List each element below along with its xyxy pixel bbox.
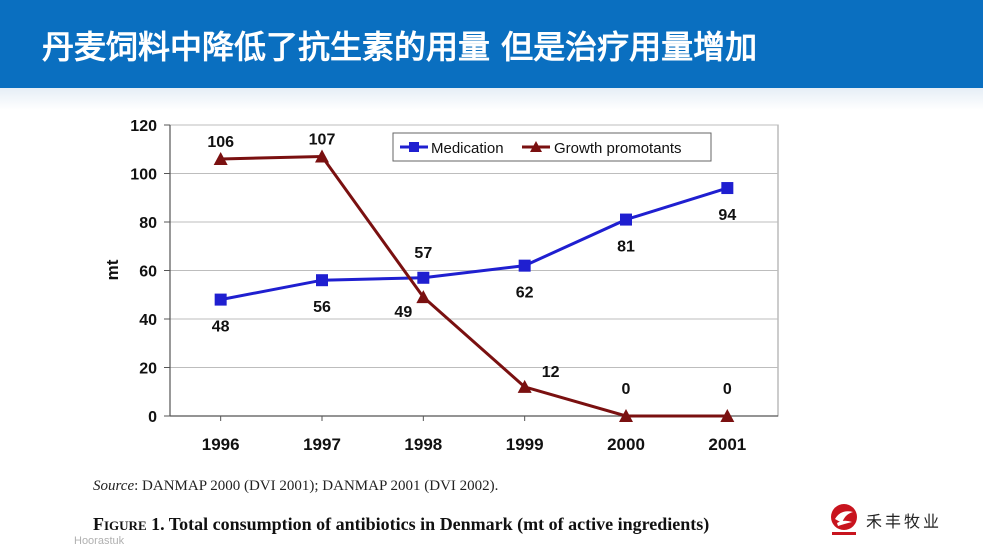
source-note: Source: DANMAP 2000 (DVI 2001); DANMAP 2… — [93, 478, 498, 495]
y-tick-label: 60 — [139, 264, 157, 281]
figure-label: Figure 1. — [93, 514, 165, 534]
data-point-marker — [720, 409, 735, 422]
x-tick-label: 1996 — [202, 435, 240, 454]
data-label: 0 — [622, 381, 631, 398]
logo-text: 禾丰牧业 — [866, 512, 943, 531]
data-point-marker — [619, 409, 633, 422]
header-shadow — [0, 88, 983, 110]
x-tick-label: 2000 — [607, 435, 645, 454]
data-point-marker — [620, 213, 632, 226]
series-line-1 — [220, 155, 728, 418]
x-tick-label: 2001 — [708, 435, 746, 454]
y-tick-label: 100 — [130, 167, 157, 184]
data-label: 0 — [723, 381, 732, 398]
watermark-text: Hoorastuk — [74, 535, 125, 547]
data-point-marker — [315, 149, 329, 163]
source-text: : DANMAP 2000 (DVI 2001); DANMAP 2001 (D… — [134, 478, 499, 494]
data-label: 12 — [542, 364, 560, 381]
y-tick-label: 0 — [148, 409, 157, 426]
legend-entry-label: Medication — [431, 140, 504, 157]
company-logo-icon — [831, 504, 857, 535]
y-tick-label: 80 — [139, 215, 157, 232]
slide-title: 丹麦饲料中降低了抗生素的用量 但是治疗用量增加 — [42, 28, 758, 66]
data-point-marker — [518, 259, 531, 272]
slide-header: 丹麦饲料中降低了抗生素的用量 但是治疗用量增加 — [0, 0, 983, 88]
data-point-marker — [517, 379, 532, 393]
legend-swatch-marker — [530, 141, 542, 152]
x-tick-label: 1998 — [404, 435, 442, 454]
data-label: 106 — [207, 134, 234, 151]
data-label: 81 — [617, 239, 635, 256]
legend-swatch-marker — [409, 142, 419, 152]
data-label: 56 — [313, 299, 331, 316]
data-point-marker — [316, 274, 328, 287]
data-label: 48 — [212, 319, 230, 336]
figure-caption-text: Total consumption of antibiotics in Denm… — [164, 514, 710, 534]
data-label: 57 — [414, 245, 432, 262]
legend: Medication Growth promotants — [392, 132, 712, 162]
y-tick-label: 40 — [139, 312, 157, 329]
figure-caption: Figure 1. Total consumption of antibioti… — [93, 514, 709, 535]
y-tick-label: 120 — [130, 118, 157, 135]
source-label: Source — [93, 478, 135, 494]
data-point-marker — [416, 290, 431, 304]
data-point-marker — [213, 151, 228, 165]
series-line-0 — [220, 186, 728, 302]
data-point-marker — [214, 293, 227, 306]
data-point-marker — [417, 271, 430, 284]
legend-box — [392, 132, 712, 162]
y-tick-label: 20 — [139, 361, 157, 378]
x-tick-label: 1999 — [506, 435, 544, 454]
data-label: 107 — [309, 132, 336, 149]
legend-entry-label: Growth promotants — [554, 140, 682, 157]
data-label: 62 — [516, 285, 534, 302]
data-label: 94 — [718, 207, 736, 224]
data-label: 49 — [394, 304, 412, 321]
data-point-marker — [721, 182, 734, 195]
x-tick-label: 1997 — [303, 435, 341, 454]
y-axis-label: mt — [103, 259, 122, 280]
